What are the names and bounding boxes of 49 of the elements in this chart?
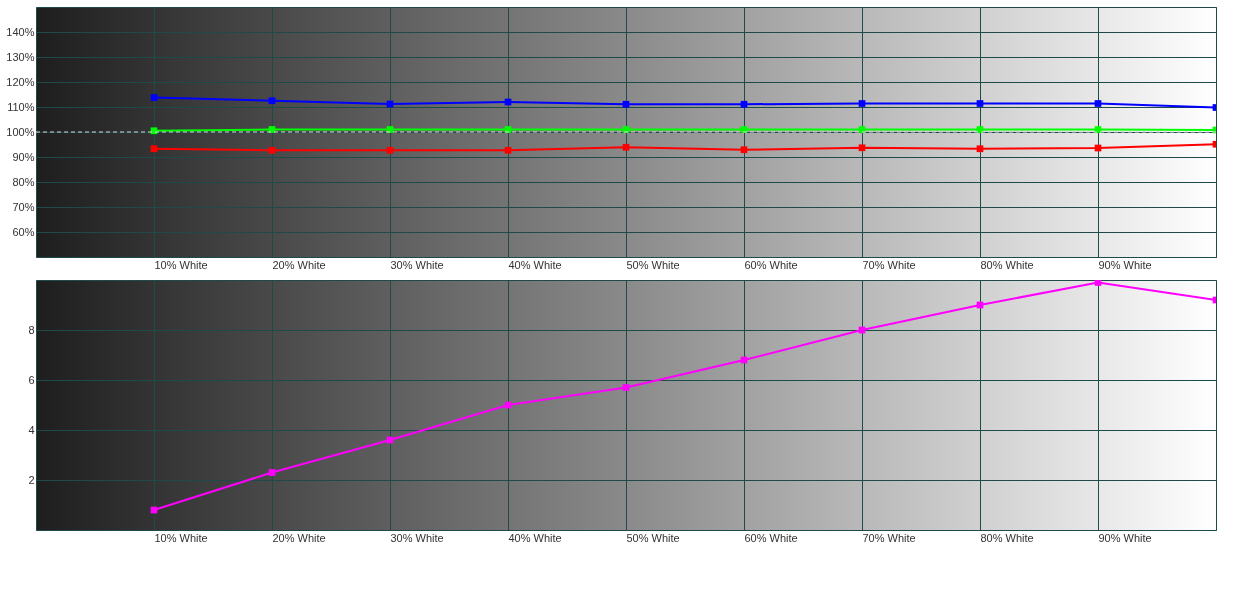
y-tick-label: 6 (28, 373, 35, 386)
point (622, 384, 630, 391)
x-tick-label: 40% White (508, 258, 562, 271)
x-tick-label: 50% White (626, 258, 680, 271)
x-tick-label: 70% White (862, 531, 916, 544)
y-tick-label: 4 (28, 423, 35, 436)
point (268, 469, 276, 476)
x-tick-label: 90% White (1098, 258, 1152, 271)
point (504, 146, 512, 154)
point (150, 145, 158, 153)
point (858, 100, 866, 107)
x-tick-label: 20% White (272, 258, 326, 271)
y-tick-label: 120% (6, 75, 35, 88)
x-tick-label: 40% White (508, 531, 562, 544)
point (150, 94, 158, 101)
point (858, 144, 866, 152)
point (268, 146, 276, 154)
y-tick-label: 60% (12, 225, 35, 238)
y-tick-label: 130% (6, 50, 35, 63)
x-tick-label: 70% White (862, 258, 916, 271)
point (386, 146, 394, 154)
y-tick-label: 70% (12, 200, 35, 213)
point (268, 97, 276, 105)
y-tick-label: 8 (28, 323, 35, 336)
y-tick-label: 140% (6, 25, 35, 38)
x-tick-label: 80% White (980, 531, 1034, 544)
x-tick-label: 30% White (390, 258, 444, 271)
point (740, 146, 748, 154)
point (976, 100, 984, 107)
x-tick-label: 60% White (744, 258, 798, 271)
point (622, 100, 630, 108)
point (740, 100, 748, 108)
x-tick-label: 80% White (980, 258, 1034, 271)
x-tick-label: 60% White (744, 531, 798, 544)
point (1094, 280, 1102, 286)
x-tick-label: 90% White (1098, 531, 1152, 544)
y-tick-label: 90% (12, 150, 35, 163)
y-tick-label: 2 (28, 473, 35, 486)
y-tick-label: 110% (7, 100, 35, 113)
point (976, 145, 984, 153)
x-tick-label: 20% White (272, 531, 326, 544)
x-tick-label: 10% White (154, 531, 208, 544)
point (1094, 100, 1102, 107)
y-tick-label: 100% (6, 125, 35, 138)
point (622, 143, 630, 151)
x-tick-label: 10% White (154, 258, 208, 271)
x-tick-label: 30% White (390, 531, 444, 544)
x-tick-label: 50% White (626, 531, 680, 544)
y-tick-label: 80% (12, 175, 35, 188)
